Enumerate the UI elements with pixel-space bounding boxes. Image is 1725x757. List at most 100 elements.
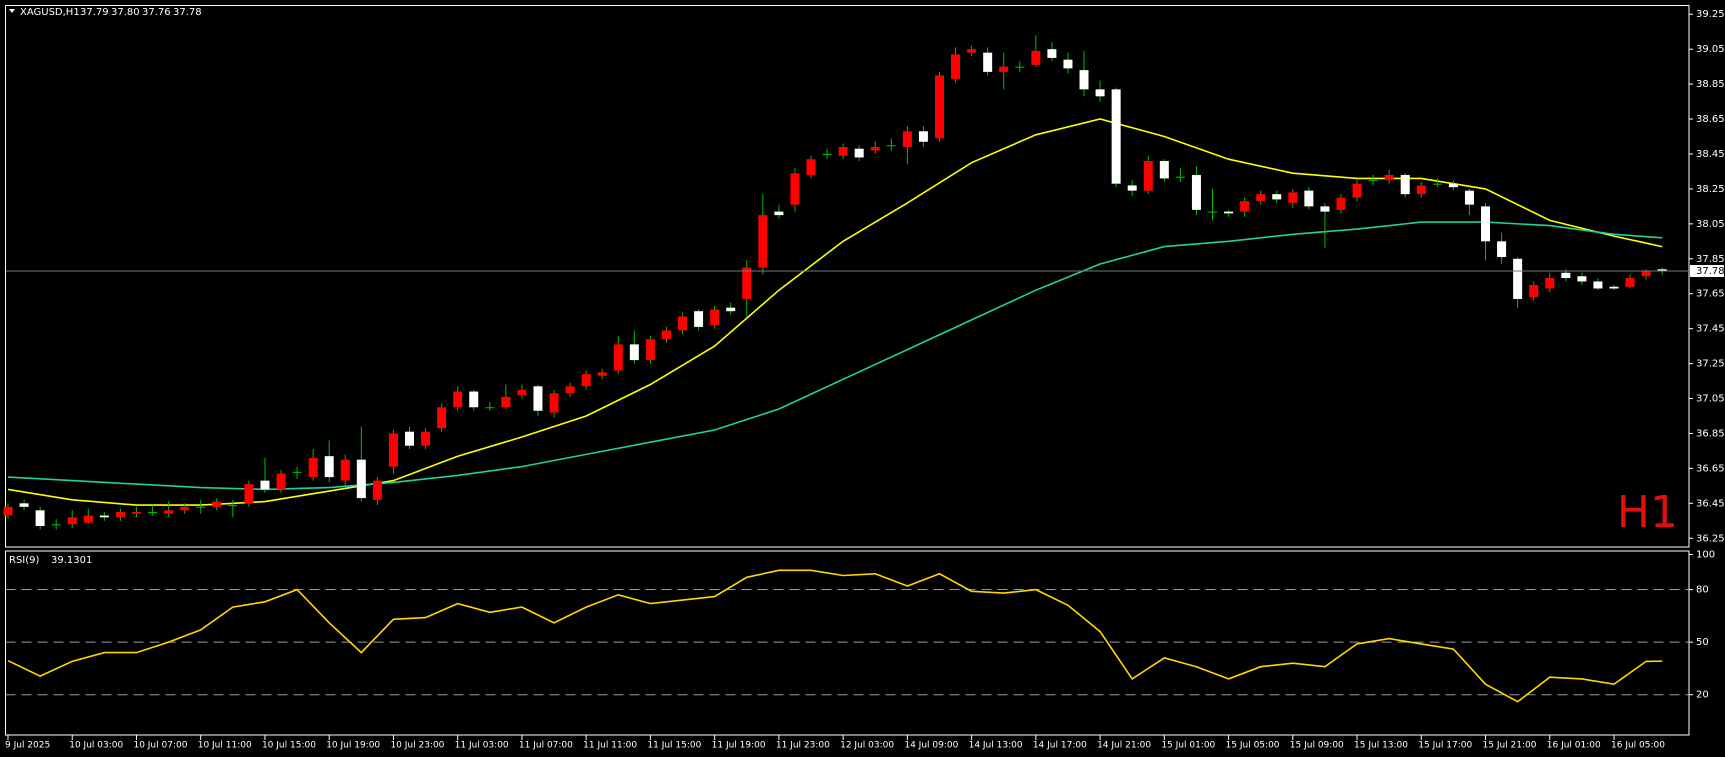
candle-body — [1159, 160, 1169, 179]
x-tick-label: 16 Jul 05:00 — [1611, 741, 1665, 751]
candle-body — [1384, 174, 1394, 181]
candle-body — [1208, 211, 1217, 213]
y-tick-label: 50 — [1696, 637, 1709, 648]
x-tick-label: 10 Jul 11:00 — [198, 741, 252, 751]
candle-body — [870, 146, 880, 151]
x-tick-label: 12 Jul 03:00 — [840, 741, 894, 751]
ohlc-close: 37.78 — [173, 7, 202, 18]
candle-body — [501, 396, 511, 408]
candle-body — [774, 211, 784, 216]
candle-body — [951, 54, 961, 79]
candle-body — [726, 307, 736, 312]
candle-body — [1432, 183, 1442, 185]
y-tick-label: 100 — [1696, 550, 1715, 561]
candle-body — [83, 515, 93, 523]
x-tick-label: 15 Jul 05:00 — [1226, 741, 1280, 751]
candle-body — [115, 512, 125, 518]
candle-body — [533, 386, 543, 411]
x-tick-label: 9 Jul 2025 — [5, 741, 50, 751]
y-tick-label: 38.05 — [1696, 219, 1725, 230]
candle-body — [1240, 201, 1250, 212]
rsi-name: RSI(9) — [9, 555, 40, 566]
candle-body — [196, 506, 206, 508]
candle-body — [629, 344, 639, 361]
moving-average — [7, 221, 1663, 491]
candle-body — [1400, 174, 1410, 195]
candle-body — [405, 431, 414, 446]
candle-body — [1047, 49, 1057, 58]
candle-body — [1063, 59, 1073, 69]
candle-body — [372, 480, 382, 500]
x-tick-label: 11 Jul 19:00 — [712, 741, 766, 751]
candle-body — [999, 66, 1009, 72]
candle-body — [645, 339, 655, 361]
candle-body — [1175, 176, 1185, 178]
candle-body — [1641, 271, 1651, 277]
candle-body — [1545, 277, 1555, 289]
candle-body — [1015, 66, 1025, 68]
candle-body — [180, 506, 190, 511]
x-tick-label: 15 Jul 13:00 — [1354, 741, 1408, 751]
candle-body — [1336, 197, 1346, 210]
candle-body — [99, 515, 109, 518]
candle-body — [1448, 183, 1458, 188]
x-tick-label: 10 Jul 15:00 — [262, 741, 316, 751]
y-tick-label: 37.85 — [1696, 254, 1725, 265]
candle-body — [51, 524, 61, 526]
timeframe-label: H1 — [1617, 487, 1678, 538]
candle-body — [565, 386, 575, 394]
y-tick-label: 80 — [1696, 585, 1709, 596]
y-tick-label: 37.05 — [1696, 394, 1725, 405]
x-tick-label: 15 Jul 01:00 — [1161, 741, 1215, 751]
current-price-box — [1690, 265, 1724, 278]
y-tick-label: 37.25 — [1696, 359, 1725, 370]
candle-body — [1320, 206, 1330, 212]
candle-body — [469, 391, 479, 408]
candle-body — [356, 459, 366, 499]
y-tick-label: 38.45 — [1696, 149, 1725, 160]
x-tick-label: 11 Jul 03:00 — [455, 741, 509, 751]
y-tick-label: 38.85 — [1696, 79, 1725, 90]
candle-body — [1224, 211, 1234, 214]
candle-body — [164, 510, 174, 514]
candle-body — [1497, 241, 1507, 258]
candle-body — [485, 407, 495, 409]
candle-body — [1191, 174, 1201, 210]
candle-body — [131, 512, 141, 514]
x-tick-label: 11 Jul 15:00 — [647, 741, 701, 751]
candle-body — [1352, 183, 1362, 198]
candle-body — [1095, 89, 1105, 97]
candle-body — [742, 267, 752, 299]
candle-body — [276, 473, 286, 490]
candle-body — [886, 145, 896, 147]
candle-body — [260, 480, 270, 490]
candle-body — [212, 501, 222, 507]
candle-body — [710, 309, 720, 326]
candle-body — [1304, 190, 1314, 207]
candle-body — [244, 484, 254, 504]
candle-body — [1481, 206, 1491, 242]
candle-body — [1127, 185, 1137, 191]
symbol-title: XAGUSD,H1 — [20, 7, 80, 18]
candle-body — [661, 330, 671, 340]
candle-body — [3, 506, 13, 516]
x-tick-label: 11 Jul 11:00 — [583, 741, 637, 751]
rsi-value: 39.1301 — [51, 555, 92, 566]
candle-body — [1464, 190, 1474, 205]
rsi-line — [7, 569, 1663, 703]
x-tick-label: 14 Jul 13:00 — [969, 741, 1023, 751]
y-tick-label: 38.25 — [1696, 184, 1725, 195]
x-tick-label: 14 Jul 09:00 — [904, 741, 958, 751]
candle-body — [1593, 281, 1603, 289]
candle-body — [67, 517, 77, 525]
candle-body — [1031, 50, 1041, 65]
candle-body — [517, 389, 527, 396]
ohlc-low: 37.76 — [142, 7, 171, 18]
candle-body — [1561, 272, 1571, 278]
x-tick-label: 10 Jul 07:00 — [133, 741, 187, 751]
candle-body — [758, 215, 768, 268]
y-tick-label: 36.45 — [1696, 498, 1725, 509]
candle-body — [902, 131, 912, 147]
candle-body — [437, 407, 447, 429]
candle-body — [549, 393, 559, 413]
